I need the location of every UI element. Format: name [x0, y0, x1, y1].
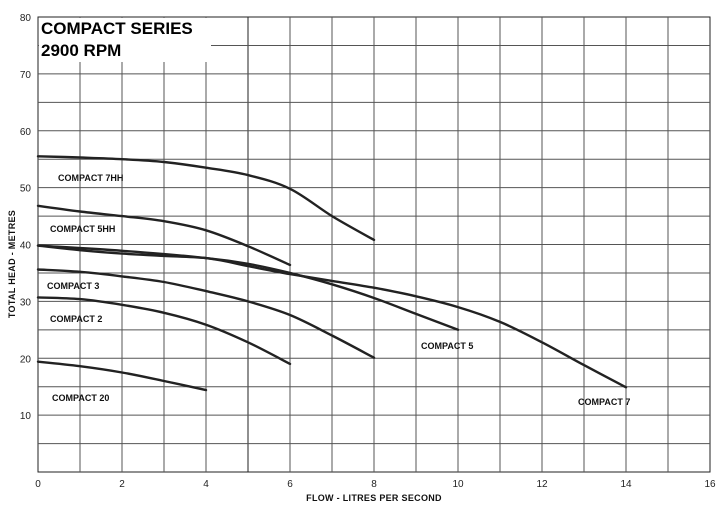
- y-tick-label: 20: [20, 354, 32, 365]
- series-label-compact-7: COMPACT 7: [578, 397, 630, 407]
- tick-labels: 0 2 4 6 8 10 12 14 16 10 20 30 40 50 60 70 80: [20, 13, 716, 490]
- series-label-compact-7hh: COMPACT 7HH: [58, 173, 123, 183]
- series-label-compact-5: COMPACT 5: [421, 341, 473, 351]
- series-label-compact-3: COMPACT 3: [47, 281, 99, 291]
- x-axis-title: FLOW - LITRES PER SECOND: [306, 493, 442, 503]
- x-tick-label: 10: [452, 479, 464, 490]
- y-tick-label: 10: [20, 411, 32, 422]
- x-tick-label: 8: [371, 479, 377, 490]
- title-background: [39, 18, 211, 62]
- series-line-compact-7hh: [36, 155, 376, 242]
- series-label-compact-20: COMPACT 20: [52, 393, 109, 403]
- x-tick-label: 2: [119, 479, 125, 490]
- series-line-compact-3: [36, 244, 460, 331]
- y-tick-label: 60: [20, 127, 32, 138]
- x-tick-label: 14: [620, 479, 632, 490]
- x-tick-label: 4: [203, 479, 209, 490]
- series-line-compact-2: [36, 296, 292, 366]
- series-line-compact-5: [36, 268, 376, 359]
- y-tick-label: 30: [20, 297, 32, 308]
- series-label-compact-2: COMPACT 2: [50, 314, 102, 324]
- y-tick-label: 50: [20, 184, 32, 195]
- y-axis-title: TOTAL HEAD - METRES: [7, 210, 17, 318]
- series-line-compact-5hh: [36, 204, 292, 267]
- x-tick-label: 0: [35, 479, 41, 490]
- x-tick-label: 12: [536, 479, 548, 490]
- series-label-compact-5hh: COMPACT 5HH: [50, 224, 115, 234]
- y-tick-label: 70: [20, 70, 32, 81]
- chart-subtitle: 2900 RPM: [41, 41, 121, 60]
- x-tick-label: 16: [704, 479, 716, 490]
- series-curves: [36, 155, 628, 392]
- y-tick-label: 80: [20, 13, 32, 24]
- series-line-compact-7: [36, 244, 628, 389]
- y-tick-label: 40: [20, 241, 32, 252]
- series-line-compact-20: [36, 360, 208, 392]
- x-tick-label: 6: [287, 479, 293, 490]
- chart-title: COMPACT SERIES: [41, 19, 193, 38]
